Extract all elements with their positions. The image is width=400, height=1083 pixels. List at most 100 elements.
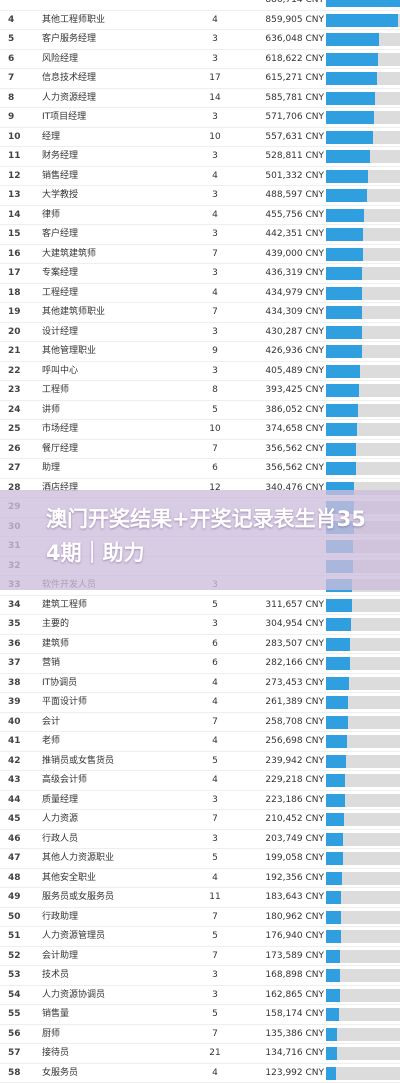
salary-bar <box>326 345 362 358</box>
salary-bar-track <box>326 1008 400 1021</box>
job-title-cell: 餐厅经理 <box>42 443 79 454</box>
rank-cell: 21 <box>8 346 21 356</box>
salary-cell: 434,309 CNY <box>265 307 324 317</box>
table-row: 48 其他安全职业 4 192,356 CNY <box>0 869 400 888</box>
salary-bar <box>326 247 363 261</box>
job-title-cell: 助理 <box>42 463 61 473</box>
rank-cell: 17 <box>8 268 21 278</box>
salary-bar <box>326 208 364 222</box>
rank-cell: 40 <box>8 716 21 727</box>
job-title-cell: 行政助理 <box>42 911 79 922</box>
count-cell: 3 <box>212 229 218 239</box>
table-row: 50 行政助理 7 180,962 CNY <box>0 908 400 927</box>
salary-cell: 199,058 CNY <box>265 853 324 863</box>
job-title-cell: 设计经理 <box>42 326 79 337</box>
salary-bar <box>326 988 340 1002</box>
salary-bar <box>326 150 370 163</box>
job-title-cell: 工程师 <box>42 385 70 395</box>
job-title-cell: 人力资源经理 <box>42 92 97 103</box>
count-cell: 3 <box>212 53 218 64</box>
rank-cell: 6 <box>8 53 15 64</box>
count-cell: 3 <box>212 112 218 122</box>
table-row: 45 人力资源 7 210,452 CNY <box>0 810 400 830</box>
salary-bar <box>326 852 343 865</box>
salary-bar-track <box>326 891 400 904</box>
salary-bar <box>326 735 347 748</box>
salary-cell: 134,716 CNY <box>265 1048 324 1058</box>
salary-bar <box>326 813 344 826</box>
count-cell: 4 <box>212 872 218 883</box>
job-title-cell: 其他建筑师职业 <box>42 307 106 317</box>
table-row: 5 客户服务经理 3 636,048 CNY <box>0 30 400 50</box>
salary-cell: 283,507 CNY <box>265 638 324 649</box>
salary-bar <box>326 598 352 612</box>
salary-bar-track <box>326 325 400 339</box>
salary-cell: 162,865 CNY <box>265 989 324 1000</box>
salary-cell: 304,954 CNY <box>265 619 324 629</box>
count-cell: 4 <box>212 736 218 746</box>
job-title-cell: 客户服务经理 <box>42 34 97 44</box>
salary-bar <box>326 637 350 651</box>
job-title-cell: 女服务员 <box>42 1067 79 1078</box>
salary-bar-track <box>326 637 400 651</box>
count-cell: 9 <box>212 346 218 356</box>
table-row: 8 人力资源经理 14 585,781 CNY <box>0 89 400 108</box>
salary-cell: 434,979 CNY <box>265 287 324 298</box>
job-title-cell: 其他人力资源职业 <box>42 853 115 863</box>
rank-cell: 37 <box>8 658 21 668</box>
count-cell: 6 <box>212 658 218 668</box>
salary-cell: 340,476 CNY <box>265 482 324 493</box>
job-title-cell: 人力资源管理员 <box>42 931 106 941</box>
salary-bar-track <box>326 1027 400 1041</box>
rank-cell: 36 <box>8 638 21 649</box>
salary-bar-track <box>326 774 400 787</box>
table-row: 19 其他建筑师职业 7 434,309 CNY <box>0 303 400 323</box>
salary-cell: 168,898 CNY <box>265 970 324 980</box>
table-row: 11 财务经理 3 528,811 CNY <box>0 147 400 167</box>
salary-cell: 158,174 CNY <box>265 1009 324 1019</box>
count-cell: 21 <box>209 1048 221 1058</box>
table-row: 47 其他人力资源职业 5 199,058 CNY <box>0 849 400 869</box>
rank-cell: 16 <box>8 248 21 259</box>
salary-bar-track <box>326 852 400 865</box>
salary-bar <box>326 130 373 144</box>
count-cell: 8 <box>212 385 218 395</box>
salary-bar-track <box>326 150 400 163</box>
rank-cell: 14 <box>8 209 21 220</box>
salary-bar-track <box>326 247 400 261</box>
salary-bar-track <box>326 793 400 807</box>
salary-cell: 273,453 CNY <box>265 677 324 688</box>
salary-bar-track <box>326 130 400 144</box>
salary-cell: 557,631 CNY <box>265 131 324 142</box>
count-cell: 6 <box>212 463 218 473</box>
count-cell: 4 <box>212 170 218 181</box>
table-row: 43 高级会计师 4 229,218 CNY <box>0 771 400 791</box>
count-cell: 12 <box>209 482 221 493</box>
salary-cell: 210,452 CNY <box>265 814 324 824</box>
salary-cell: 585,781 CNY <box>265 92 324 103</box>
salary-cell: 439,000 CNY <box>265 248 324 259</box>
salary-bar <box>326 1066 336 1080</box>
count-cell: 7 <box>212 950 218 961</box>
job-title-cell: 人力资源协调员 <box>42 989 106 1000</box>
table-row: 41 老师 4 256,698 CNY <box>0 732 400 752</box>
rank-cell: 10 <box>8 131 21 142</box>
salary-bar-track <box>326 1066 400 1080</box>
rank-cell: 22 <box>8 365 21 376</box>
table-row: 58 女服务员 4 123,992 CNY <box>0 1064 400 1083</box>
count-cell: 3 <box>212 970 218 980</box>
rank-cell: 9 <box>8 112 15 122</box>
rank-cell: 18 <box>8 287 21 298</box>
count-cell: 3 <box>212 190 218 200</box>
job-title-cell: 信息技术经理 <box>42 73 97 83</box>
rank-cell: 13 <box>8 190 21 200</box>
count-cell: 7 <box>212 911 218 922</box>
rank-cell: 34 <box>8 599 21 610</box>
salary-cell: 180,962 CNY <box>265 911 324 922</box>
job-title-cell: 工程经理 <box>42 287 79 298</box>
rank-cell: 53 <box>8 970 21 980</box>
job-title-cell: 技术员 <box>42 970 70 980</box>
rank-cell: 4 <box>8 14 15 25</box>
salary-bar-track <box>326 1047 400 1060</box>
job-title-cell: IT项目经理 <box>42 112 87 122</box>
